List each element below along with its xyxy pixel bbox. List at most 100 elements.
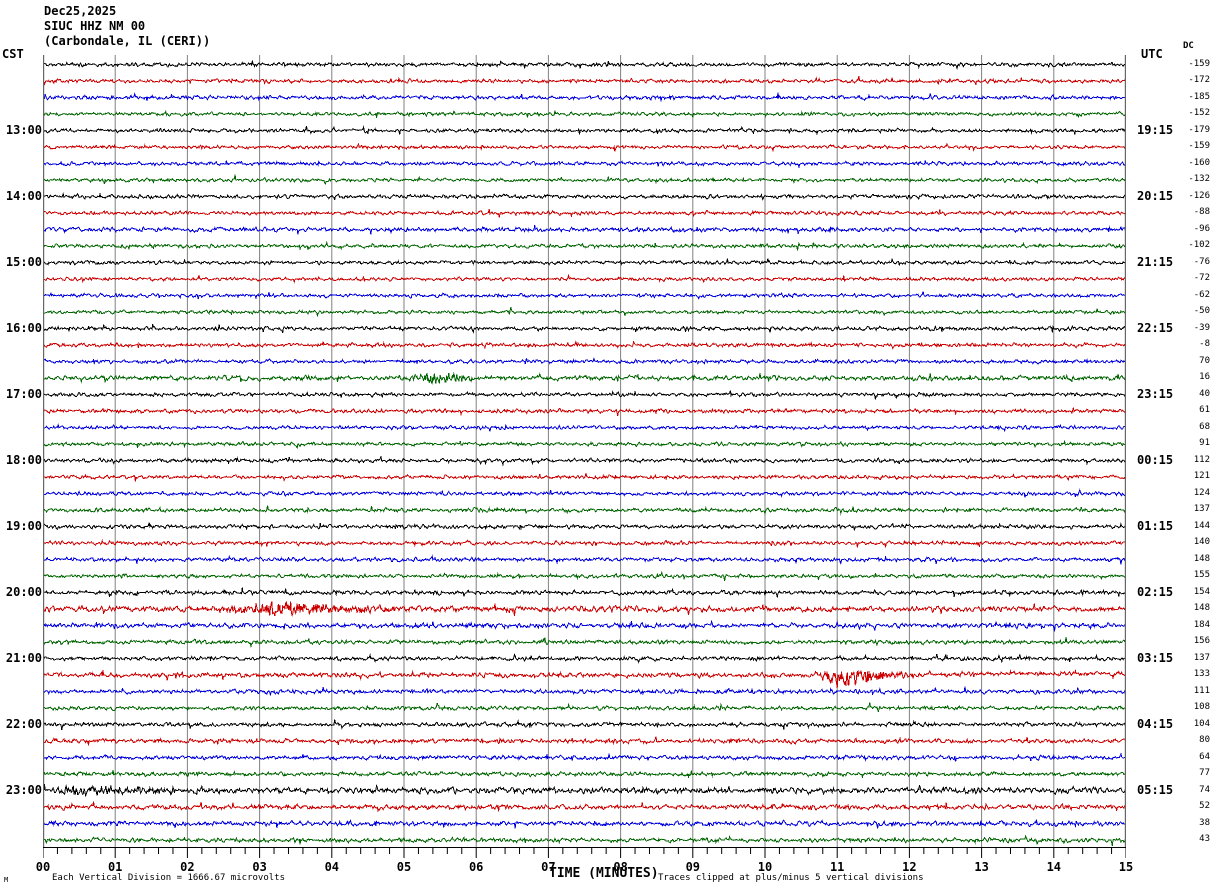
plot-background bbox=[43, 55, 1126, 847]
dc-offset-value: 52 bbox=[1199, 801, 1210, 812]
seismic-trace bbox=[43, 601, 1126, 618]
cst-time-label: 22:00 bbox=[5, 716, 42, 731]
dc-offset-value: -179 bbox=[1188, 124, 1210, 135]
seismogram-svg bbox=[43, 55, 1126, 847]
dc-offset-value: -172 bbox=[1188, 75, 1210, 86]
dc-offset-value: -126 bbox=[1188, 190, 1210, 201]
utc-time-label: 21:15 bbox=[1137, 254, 1174, 269]
utc-time-label: 05:15 bbox=[1137, 782, 1174, 797]
x-tick-label: 03 bbox=[252, 860, 267, 874]
dc-offset-value: 121 bbox=[1193, 471, 1210, 482]
dc-axis-caption: DC bbox=[1183, 41, 1194, 51]
dc-offset-value: -152 bbox=[1188, 108, 1210, 119]
clipping-note: Traces clipped at plus/minus 5 vertical … bbox=[658, 873, 924, 883]
x-tick-label: 07 bbox=[541, 860, 556, 874]
utc-time-label: 01:15 bbox=[1137, 518, 1174, 533]
seismic-trace bbox=[43, 109, 1126, 119]
cst-time-label: 18:00 bbox=[5, 452, 42, 467]
seismic-trace bbox=[43, 801, 1126, 813]
dc-offset-value: -50 bbox=[1193, 306, 1210, 317]
dc-offset-value: 64 bbox=[1199, 751, 1210, 762]
dc-offset-value: 38 bbox=[1199, 817, 1210, 828]
x-tick-label: 15 bbox=[1118, 860, 1134, 874]
seismic-trace bbox=[43, 291, 1126, 300]
vertical-division-note: Each Vertical Division = 1666.67 microvo… bbox=[52, 873, 285, 883]
seismic-trace bbox=[43, 439, 1126, 450]
dc-offset-value: -88 bbox=[1193, 207, 1210, 218]
seismic-trace bbox=[43, 652, 1126, 664]
x-tick-label: 08 bbox=[613, 860, 628, 874]
dc-offset-value: 148 bbox=[1193, 603, 1210, 614]
dc-offset-value: 156 bbox=[1193, 636, 1210, 647]
cst-time-label: 14:00 bbox=[5, 188, 42, 203]
dc-offset-value: -159 bbox=[1188, 58, 1210, 69]
seismic-trace bbox=[43, 423, 1126, 433]
x-axis-ticks bbox=[43, 847, 1126, 858]
seismic-trace bbox=[43, 225, 1126, 235]
dc-offset-value: 77 bbox=[1199, 768, 1210, 779]
header-date: Dec25,2025 bbox=[44, 4, 117, 18]
seismic-trace bbox=[43, 324, 1126, 334]
seismic-trace bbox=[43, 92, 1126, 102]
seismic-trace bbox=[43, 783, 1126, 798]
cst-time-label: 20:00 bbox=[5, 584, 42, 599]
x-tick-label: 10 bbox=[757, 860, 773, 874]
dc-offset-value: 108 bbox=[1193, 702, 1210, 713]
dc-offset-value: -159 bbox=[1188, 141, 1210, 152]
seismic-trace bbox=[43, 752, 1126, 762]
x-tick-label: 12 bbox=[902, 860, 917, 874]
dc-offset-value: 133 bbox=[1193, 669, 1210, 680]
cst-time-label: 19:00 bbox=[5, 518, 42, 533]
corner-mark: M bbox=[4, 876, 9, 884]
x-tick-label: 11 bbox=[829, 860, 845, 874]
seismic-trace bbox=[43, 702, 1126, 713]
seismic-trace bbox=[43, 357, 1126, 366]
seismic-trace bbox=[43, 668, 1126, 689]
x-tick-label: 09 bbox=[685, 860, 701, 874]
cst-time-label: 17:00 bbox=[5, 386, 42, 401]
utc-time-label: 04:15 bbox=[1137, 716, 1174, 731]
seismic-trace bbox=[43, 339, 1126, 350]
x-tick-label: 13 bbox=[974, 860, 989, 874]
dc-offset-value: 148 bbox=[1193, 553, 1210, 564]
dc-offset-value: -8 bbox=[1199, 339, 1210, 350]
seismic-trace bbox=[43, 390, 1126, 400]
dc-offset-value: 91 bbox=[1199, 438, 1210, 449]
chart-header: Dec25,2025 SIUC HHZ NM 00 (Carbondale, I… bbox=[44, 4, 210, 49]
dc-offset-value: 154 bbox=[1193, 586, 1210, 597]
header-location: (Carbondale, IL (CERI)) bbox=[44, 34, 211, 48]
dc-offset-value: 184 bbox=[1193, 619, 1210, 630]
seismic-trace bbox=[43, 76, 1126, 87]
utc-time-label: 02:15 bbox=[1137, 584, 1174, 599]
dc-offset-value: 137 bbox=[1193, 652, 1210, 663]
utc-time-label: 20:15 bbox=[1137, 188, 1174, 203]
seismic-trace bbox=[43, 554, 1126, 565]
seismic-trace bbox=[43, 142, 1126, 153]
utc-time-label: 23:15 bbox=[1137, 386, 1174, 401]
dc-offset-value: -132 bbox=[1188, 174, 1210, 185]
dc-offset-value: 80 bbox=[1199, 735, 1210, 746]
dc-offset-value: 16 bbox=[1199, 372, 1210, 383]
cst-time-label: 21:00 bbox=[5, 650, 42, 665]
seismic-trace bbox=[43, 488, 1126, 498]
x-tick-label: 05 bbox=[396, 860, 412, 874]
dc-offset-value: 43 bbox=[1199, 834, 1210, 845]
x-tick-label: 02 bbox=[180, 860, 195, 874]
seismic-trace bbox=[43, 505, 1126, 516]
dc-offset-value: -72 bbox=[1193, 273, 1210, 284]
dc-offset-value: 144 bbox=[1193, 520, 1210, 531]
dc-offset-value: -62 bbox=[1193, 289, 1210, 300]
seismic-trace bbox=[43, 619, 1126, 632]
utc-time-label: 00:15 bbox=[1137, 452, 1174, 467]
seismic-trace bbox=[43, 160, 1126, 169]
dc-offset-value: 155 bbox=[1193, 570, 1210, 581]
cst-axis-caption: CST bbox=[2, 47, 24, 61]
seismic-trace bbox=[43, 719, 1126, 730]
seismic-trace bbox=[43, 240, 1126, 251]
seismic-trace bbox=[43, 736, 1126, 746]
dc-offset-value: 124 bbox=[1193, 487, 1210, 498]
x-tick-label: 01 bbox=[107, 860, 123, 874]
seismic-trace bbox=[43, 834, 1126, 846]
dc-offset-value: 111 bbox=[1193, 685, 1210, 696]
dc-offset-value: 70 bbox=[1199, 355, 1210, 366]
